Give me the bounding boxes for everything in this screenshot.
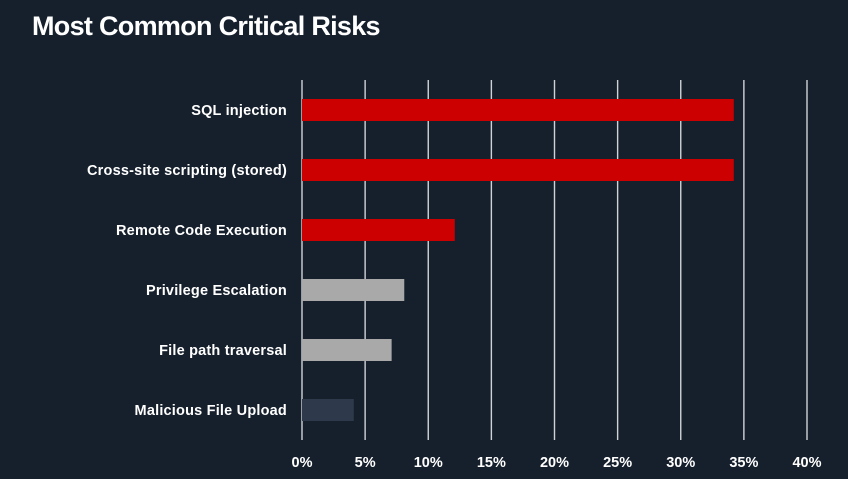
bars <box>302 99 734 421</box>
bar <box>302 159 734 181</box>
x-tick-label: 10% <box>414 455 443 471</box>
chart-title: Most Common Critical Risks <box>32 11 381 41</box>
bar <box>302 399 354 421</box>
x-tick-label: 35% <box>729 455 758 471</box>
x-tick-labels: 0% 5% 10% 15% 20% 25% 30% 35% 40% <box>292 455 822 471</box>
x-tick-label: 15% <box>477 455 506 471</box>
bar <box>302 99 734 121</box>
bar <box>302 219 455 241</box>
bar <box>302 339 392 361</box>
x-tick-label: 5% <box>355 455 376 471</box>
x-tick-label: 25% <box>603 455 632 471</box>
x-tick-label: 20% <box>540 455 569 471</box>
category-label: Cross-site scripting (stored) <box>87 163 287 179</box>
bar <box>302 279 405 301</box>
gridlines <box>301 80 808 440</box>
category-label: Privilege Escalation <box>146 283 287 299</box>
category-label: Remote Code Execution <box>116 223 287 239</box>
category-label: SQL injection <box>191 103 287 119</box>
category-labels: SQL injection Cross-site scripting (store… <box>87 103 287 419</box>
x-tick-label: 0% <box>292 455 313 471</box>
x-tick-label: 40% <box>792 455 821 471</box>
x-tick-label: 30% <box>666 455 695 471</box>
category-label: Malicious File Upload <box>135 403 287 419</box>
category-label: File path traversal <box>159 343 287 359</box>
